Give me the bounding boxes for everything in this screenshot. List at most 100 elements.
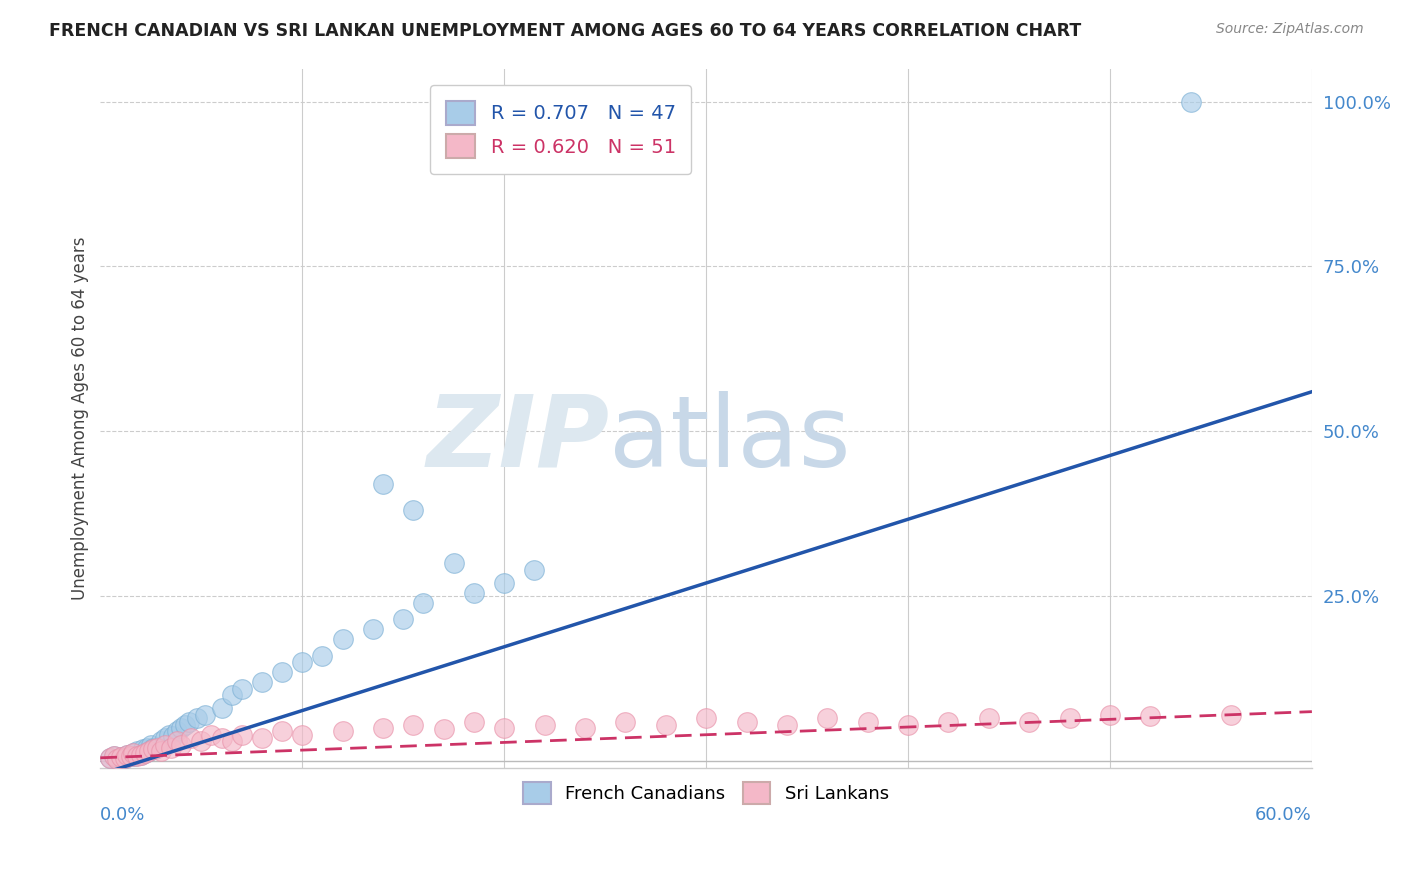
Point: [166, 724, 188, 739]
Point: [443, 556, 465, 570]
Point: [138, 744, 160, 758]
Point: [371, 721, 394, 735]
Point: [412, 596, 434, 610]
Text: FRENCH CANADIAN VS SRI LANKAN UNEMPLOYMENT AMONG AGES 60 TO 64 YEARS CORRELATION: FRENCH CANADIAN VS SRI LANKAN UNEMPLOYME…: [49, 22, 1081, 40]
Point: [100, 751, 122, 765]
Point: [311, 648, 333, 663]
Point: [120, 748, 142, 763]
Point: [143, 742, 166, 756]
Point: [153, 738, 176, 752]
Point: [135, 740, 157, 755]
Point: [1098, 707, 1121, 722]
Point: [463, 586, 485, 600]
Point: [105, 752, 128, 766]
Point: [574, 721, 596, 735]
Point: [139, 738, 162, 752]
Point: [157, 728, 180, 742]
Point: [180, 731, 202, 745]
Point: [146, 740, 169, 755]
Point: [654, 718, 676, 732]
Point: [402, 503, 425, 517]
Point: [179, 714, 201, 729]
Point: [271, 665, 294, 679]
Point: [103, 748, 125, 763]
Point: [211, 701, 233, 715]
Point: [392, 612, 415, 626]
Legend: French Canadians, Sri Lankans: French Canadians, Sri Lankans: [516, 774, 896, 811]
Point: [815, 711, 838, 725]
Point: [114, 751, 136, 765]
Point: [142, 742, 165, 756]
Point: [100, 751, 122, 765]
Point: [132, 742, 155, 756]
Text: 0.0%: 0.0%: [100, 806, 146, 824]
Point: [977, 711, 1000, 725]
Point: [125, 744, 148, 758]
Point: [110, 750, 132, 764]
Point: [938, 714, 960, 729]
Point: [149, 734, 172, 748]
Point: [361, 622, 384, 636]
Point: [174, 718, 197, 732]
Point: [146, 739, 169, 754]
Point: [186, 711, 208, 725]
Point: [221, 688, 243, 702]
Point: [115, 747, 138, 762]
Point: [149, 744, 172, 758]
Point: [291, 728, 314, 742]
Point: [856, 714, 879, 729]
Point: [695, 711, 717, 725]
Point: [614, 714, 637, 729]
Point: [523, 563, 546, 577]
Point: [120, 748, 142, 763]
Point: [124, 749, 146, 764]
Point: [170, 738, 193, 752]
Point: [129, 747, 152, 762]
Text: Source: ZipAtlas.com: Source: ZipAtlas.com: [1216, 22, 1364, 37]
Text: ZIP: ZIP: [426, 391, 609, 488]
Point: [170, 721, 193, 735]
Point: [494, 576, 516, 591]
Point: [153, 731, 176, 745]
Point: [160, 740, 183, 755]
Point: [250, 675, 273, 690]
Point: [250, 731, 273, 745]
Point: [134, 746, 156, 760]
Point: [125, 749, 148, 764]
Point: [121, 746, 143, 760]
Point: [211, 731, 233, 745]
Point: [463, 714, 485, 729]
Point: [271, 724, 294, 739]
Point: [1220, 707, 1243, 722]
Point: [190, 734, 212, 748]
Point: [221, 734, 243, 748]
Point: [1059, 711, 1081, 725]
Point: [142, 740, 165, 755]
Point: [105, 752, 128, 766]
Point: [1139, 709, 1161, 723]
Point: [129, 747, 152, 762]
Point: [194, 707, 217, 722]
Point: [332, 632, 354, 646]
Point: [103, 748, 125, 763]
Point: [134, 746, 156, 760]
Point: [402, 718, 425, 732]
Point: [776, 718, 799, 732]
Point: [533, 718, 555, 732]
Point: [166, 734, 188, 748]
Point: [291, 655, 314, 669]
Text: atlas: atlas: [609, 391, 851, 488]
Point: [735, 714, 758, 729]
Point: [433, 723, 456, 737]
Point: [332, 724, 354, 739]
Point: [138, 744, 160, 758]
Point: [371, 477, 394, 491]
Point: [121, 746, 143, 760]
Point: [110, 750, 132, 764]
Point: [115, 747, 138, 762]
Point: [114, 751, 136, 765]
Text: 60.0%: 60.0%: [1256, 806, 1312, 824]
Point: [1018, 714, 1040, 729]
Point: [231, 681, 253, 696]
Point: [200, 728, 222, 742]
